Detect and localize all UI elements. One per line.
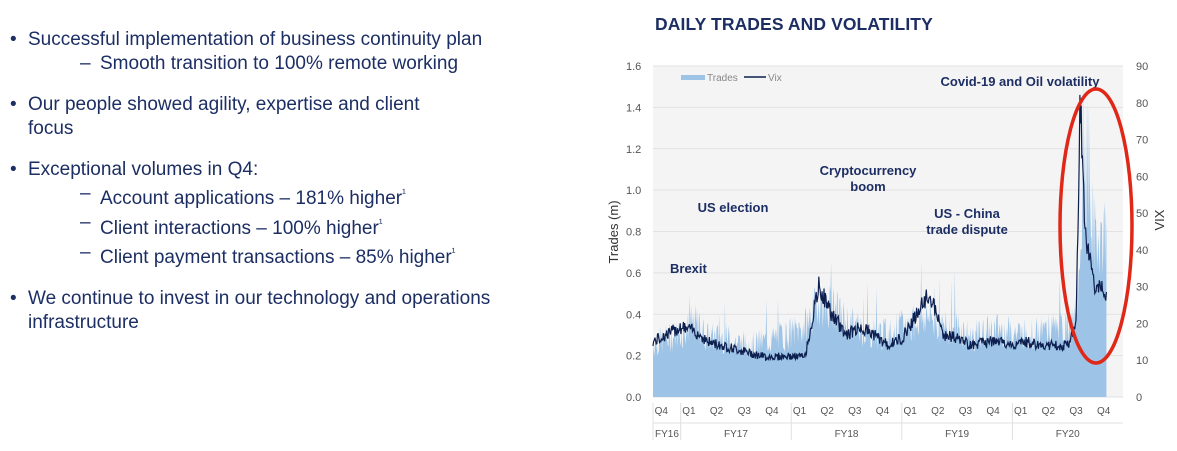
sub-bullet-dash: – [80, 183, 91, 204]
x-tick-label: Q3 [1069, 406, 1083, 417]
bullet-text: We continue to invest in our technology … [28, 287, 491, 333]
y2-tick-label: 20 [1136, 318, 1148, 330]
y2-tick-label: 30 [1136, 282, 1148, 294]
bullet-text: Successful implementation of business co… [28, 29, 483, 50]
x-tick-label: Q4 [876, 406, 890, 417]
y2-tick-label: 10 [1136, 355, 1148, 367]
x-tick-label: Q2 [1042, 406, 1056, 417]
annotation-us-china: US - China trade dispute [926, 206, 1008, 237]
x-tick-label: Q3 [959, 406, 973, 417]
y2-tick-label: 40 [1136, 245, 1148, 257]
y-tick-label: 1.2 [626, 144, 641, 156]
fy-label: FY19 [945, 429, 969, 440]
annotation-covid: Covid-19 and Oil volatility [941, 74, 1101, 89]
bullet-dot: • [10, 287, 17, 309]
y2-tick-label: 60 [1136, 171, 1148, 183]
x-tick-label: Q3 [738, 406, 752, 417]
fy-label: FY20 [1056, 429, 1080, 440]
legend-trades-label: Trades [707, 73, 738, 84]
x-tick-label: Q1 [682, 406, 696, 417]
fy-label: FY18 [835, 429, 859, 440]
bullet-dot: • [10, 29, 17, 50]
bullet-item: • Exceptional volumes in Q4: – Account appl… [8, 158, 588, 270]
chart-title: DAILY TRADES AND VOLATILITY [655, 14, 933, 34]
annotation-crypto-boom: Cryptocurrency boom [820, 163, 918, 194]
x-tick-label: Q4 [765, 406, 779, 417]
sub-bullet-text: Client interactions – 100% higher¹ [100, 217, 383, 239]
sub-bullet-dash: – [80, 212, 91, 234]
y-tick-label: 1.6 [626, 61, 641, 73]
sub-bullet-dash: – [80, 241, 91, 263]
y-tick-label: 0.8 [626, 227, 641, 239]
y2-tick-label: 70 [1136, 135, 1148, 147]
y-tick-label: 0.4 [626, 309, 641, 321]
bullet-dot: • [10, 159, 17, 180]
y2-tick-label: 0 [1136, 392, 1142, 404]
fy-label: FY16 [655, 429, 679, 440]
bullet-text: Exceptional volumes in Q4: [28, 159, 259, 180]
x-tick-label: Q2 [821, 406, 835, 417]
y-tick-label: 0.0 [626, 392, 641, 404]
x-tick-label: Q1 [793, 406, 807, 417]
y-tick-label: 1.4 [626, 102, 641, 114]
legend-trades-swatch [681, 75, 705, 80]
bullet-item: • Successful implementation of business c… [8, 28, 588, 76]
bullet-list: • Successful implementation of business c… [8, 28, 588, 352]
highlight-ellipse [1058, 87, 1134, 365]
y-axis-label: Trades (m) [606, 200, 621, 263]
x-tick-label: Q1 [1014, 406, 1028, 417]
bullet-text: Our people showed agility, expertise and… [28, 94, 420, 139]
y2-tick-label: 50 [1136, 208, 1148, 220]
sub-bullet-dash: – [80, 53, 91, 74]
annotation-brexit: Brexit [670, 261, 708, 276]
x-tick-label: Q2 [931, 406, 945, 417]
fy-label: FY17 [724, 429, 748, 440]
y-tick-label: 0.6 [626, 268, 641, 280]
series-vix-line [652, 94, 1107, 362]
bullet-item: • Our people showed agility, expertise an… [8, 93, 458, 141]
x-tick-label: Q1 [903, 406, 917, 417]
x-tick-label: Q4 [655, 406, 669, 417]
sub-bullet-text: Account applications – 181% higher¹ [100, 188, 406, 210]
y2-tick-label: 90 [1136, 61, 1148, 73]
x-tick-label: Q2 [710, 406, 724, 417]
legend-vix-label: Vix [768, 73, 782, 84]
y2-axis-label: VIX [1152, 209, 1167, 230]
sub-bullet-item: – Client interactions – 100% higher¹ [28, 211, 588, 240]
annotation-us-election: US election [698, 200, 769, 215]
sub-bullet-text: Client payment transactions – 85% higher… [100, 246, 456, 268]
y-tick-label: 0.2 [626, 351, 641, 363]
y-tick-label: 1.0 [626, 185, 641, 197]
sub-bullet-item: – Account applications – 181% higher¹ [28, 182, 588, 211]
x-tick-label: Q4 [1097, 406, 1111, 417]
sub-bullet-text: Smooth transition to 100% remote working [100, 53, 459, 74]
bullet-dot: • [10, 94, 17, 115]
sub-bullet-item: – Client payment transactions – 85% highe… [28, 241, 588, 270]
bullet-item: • We continue to invest in our technology… [8, 287, 538, 335]
series-trades-area [653, 70, 1107, 397]
sub-bullet-item: – Smooth transition to 100% remote workin… [28, 52, 588, 76]
x-tick-label: Q4 [986, 406, 1000, 417]
x-tick-label: Q3 [848, 406, 862, 417]
y2-tick-label: 80 [1136, 98, 1148, 110]
